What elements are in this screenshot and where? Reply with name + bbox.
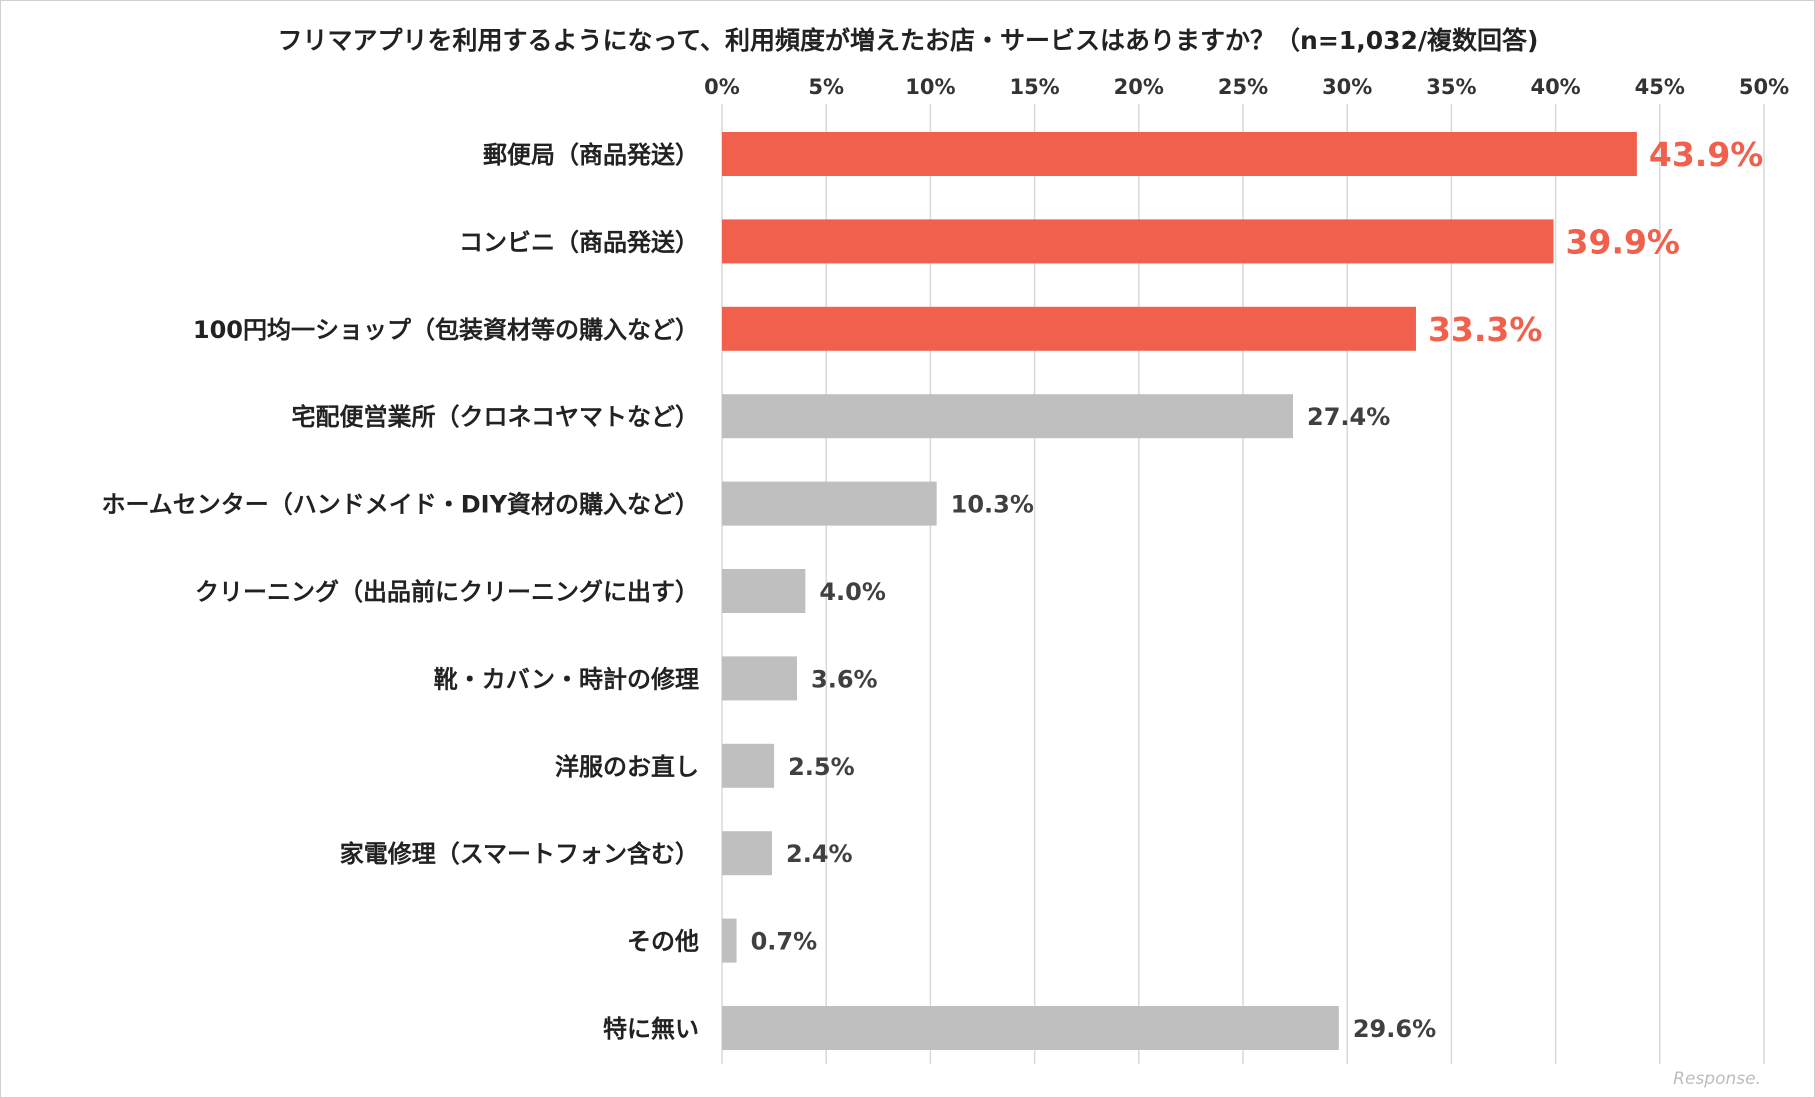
category-label: 宅配便営業所（クロネコヤマトなど）	[291, 403, 699, 431]
bars	[722, 132, 1637, 1050]
value-label: 27.4%	[1307, 403, 1390, 431]
x-tick-label: 45%	[1635, 75, 1685, 99]
value-label: 10.3%	[951, 491, 1034, 519]
value-label: 3.6%	[811, 665, 878, 693]
value-label: 4.0%	[819, 578, 886, 606]
x-tick-label: 10%	[905, 75, 955, 99]
bar	[722, 918, 737, 963]
category-label: 洋服のお直し	[555, 753, 699, 781]
category-label: 家電修理（スマートフォン含む）	[340, 840, 699, 868]
grid-lines	[721, 104, 1765, 1064]
value-label: 2.4%	[786, 840, 853, 868]
value-label: 33.3%	[1428, 310, 1543, 349]
bar	[722, 743, 775, 788]
x-tick-label: 5%	[808, 75, 844, 99]
bar	[722, 569, 806, 613]
watermark-logo: Response.	[1673, 1069, 1761, 1089]
x-tick-label: 40%	[1530, 75, 1580, 99]
chart-title: フリマアプリを利用するようになって、利用頻度が増えたお店・サービスはありますか？…	[278, 26, 1539, 55]
value-labels: 43.9% 39.9% 33.3% 27.4% 10.3% 4.0% 3.6% 2.5% 2.4…	[751, 135, 1764, 1043]
x-tick-label: 30%	[1322, 75, 1372, 99]
bar	[722, 1006, 1339, 1050]
value-label: 2.5%	[788, 753, 855, 781]
value-label: 29.6%	[1353, 1015, 1436, 1043]
bar	[722, 656, 798, 701]
x-axis-ticks: 0% 5% 10% 15% 20% 25% 30% 35% 40% 45% 50%	[704, 75, 1789, 99]
x-tick-label: 20%	[1114, 75, 1164, 99]
category-label: クリーニング（出品前にクリーニングに出す）	[195, 578, 699, 606]
category-label: 郵便局（商品発送）	[483, 141, 699, 169]
category-label: 100円均一ショップ（包装資材等の購入など）	[193, 316, 699, 344]
x-tick-label: 15%	[1009, 75, 1059, 99]
category-label: ホームセンター（ハンドメイド・DIY資材の購入など）	[101, 491, 699, 519]
bar	[722, 394, 1294, 439]
bar	[722, 481, 937, 526]
value-label: 0.7%	[751, 928, 818, 956]
bar	[722, 219, 1554, 264]
bar	[722, 831, 773, 876]
x-tick-label: 35%	[1426, 75, 1476, 99]
category-label: 靴・カバン・時計の修理	[434, 665, 699, 693]
category-labels: 郵便局（商品発送） コンビニ（商品発送） 100円均一ショップ（包装資材等の購入など…	[101, 141, 699, 1043]
x-tick-label: 50%	[1739, 75, 1789, 99]
value-label: 43.9%	[1649, 135, 1764, 174]
x-tick-label: 25%	[1218, 75, 1268, 99]
category-label: 特に無い	[603, 1015, 699, 1043]
value-label: 39.9%	[1566, 222, 1681, 261]
category-label: コンビニ（商品発送）	[459, 228, 699, 256]
x-tick-label: 0%	[704, 75, 740, 99]
bar	[722, 132, 1637, 176]
category-label: その他	[627, 928, 699, 956]
bar	[722, 306, 1416, 351]
